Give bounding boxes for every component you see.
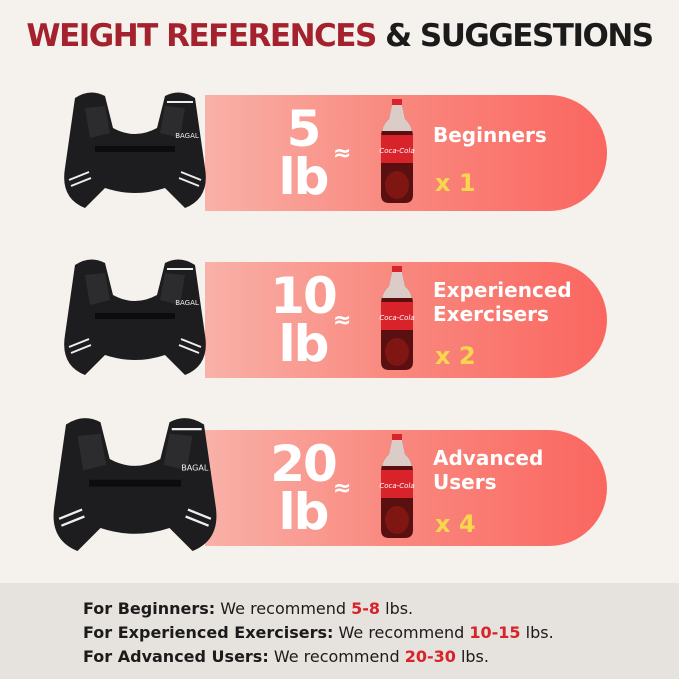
weight-vest-image: BAGAL bbox=[64, 92, 206, 208]
recommendation-advanced: For Advanced Users: We recommend 20-30 l… bbox=[83, 647, 489, 666]
approx-symbol: ≈ bbox=[333, 476, 352, 501]
approx-symbol: ≈ bbox=[333, 141, 352, 166]
recommendation-experienced: For Experienced Exercisers: We recommend… bbox=[83, 623, 554, 642]
weight-row: 10 lb ≈ Coca-Cola Experienced Exercisers x… bbox=[205, 262, 607, 378]
weight-vest-image: BAGAL bbox=[64, 259, 206, 375]
recommendations-panel: For Beginners: We recommend 5-8 lbs. For… bbox=[0, 583, 679, 679]
weight-value: 5 lb bbox=[278, 100, 330, 206]
approx-symbol: ≈ bbox=[333, 308, 352, 333]
weight-row: 5 lb ≈ Coca-Cola Beginners x 1 bbox=[205, 95, 607, 211]
bottle-multiplier: x 4 bbox=[435, 510, 476, 538]
page-title: WEIGHT REFERENCES & SUGGESTIONS bbox=[26, 18, 654, 54]
cola-bottle-icon: Coca-Cola bbox=[379, 266, 415, 370]
category-label: Experienced Exercisers bbox=[433, 278, 572, 326]
weight-vest-image: BAGAL bbox=[53, 418, 217, 552]
category-label-line: Experienced bbox=[433, 278, 572, 302]
vest-brand-logo: BAGAL bbox=[175, 132, 199, 140]
category-label-line: Beginners bbox=[433, 123, 547, 147]
category-label-line: Exercisers bbox=[433, 302, 549, 326]
recommendation-beginners: For Beginners: We recommend 5-8 lbs. bbox=[83, 599, 414, 618]
vest-brand-logo: BAGAL bbox=[175, 299, 199, 307]
cola-logo: Coca-Cola bbox=[379, 482, 414, 490]
bottle-multiplier: x 1 bbox=[435, 169, 476, 197]
cola-bottle-icon: Coca-Cola bbox=[379, 99, 415, 203]
category-label: Advanced Users bbox=[433, 446, 543, 494]
weight-value: 20 lb bbox=[270, 435, 338, 541]
bottle-multiplier: x 2 bbox=[435, 342, 476, 370]
weight-value: 10 lb bbox=[270, 267, 338, 373]
weight-row: 20 lb ≈ Coca-Cola Advanced Users x 4 bbox=[205, 430, 607, 546]
category-label: Beginners bbox=[433, 123, 547, 147]
category-label-line: Users bbox=[433, 470, 497, 494]
cola-bottle-icon: Coca-Cola bbox=[379, 434, 415, 538]
vest-brand-logo: BAGAL bbox=[181, 464, 209, 473]
category-label-line: Advanced bbox=[433, 446, 544, 470]
cola-logo: Coca-Cola bbox=[379, 314, 414, 322]
cola-logo: Coca-Cola bbox=[379, 147, 414, 155]
